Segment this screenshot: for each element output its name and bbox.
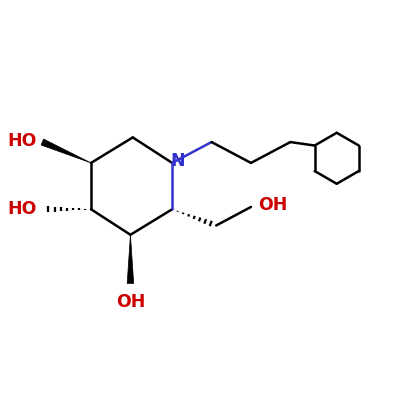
- Text: OH: OH: [258, 196, 287, 214]
- Text: OH: OH: [116, 293, 145, 311]
- Text: HO: HO: [8, 200, 37, 218]
- Text: HO: HO: [8, 132, 37, 150]
- Polygon shape: [127, 235, 134, 284]
- Polygon shape: [41, 139, 91, 163]
- Text: N: N: [170, 152, 185, 170]
